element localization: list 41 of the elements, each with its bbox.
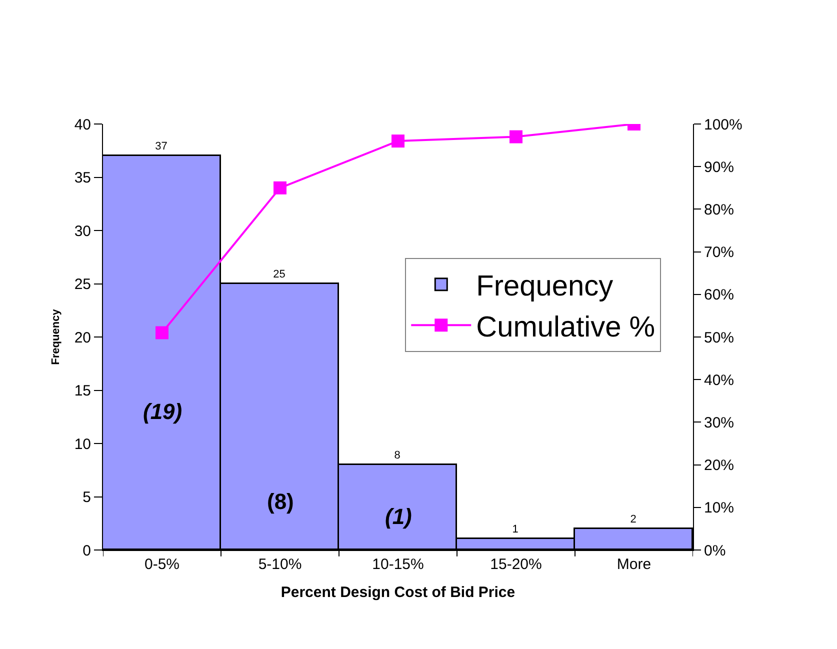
legend-label: Cumulative % — [476, 311, 656, 344]
y2-tick-label: 90% — [704, 158, 734, 176]
annotation: (19) — [143, 399, 182, 424]
y2-tick-label: 30% — [704, 414, 734, 432]
y-tick-label: 35 — [74, 170, 91, 186]
x-tick-label: 10-15% — [372, 556, 424, 573]
y-axis-title: Frequency — [50, 308, 62, 365]
x-tick-label: 0-5% — [144, 556, 180, 573]
y-tick-label: 10 — [74, 436, 91, 453]
legend-label: Frequency — [476, 270, 614, 303]
y-tick-label: 25 — [74, 276, 91, 293]
y2-tick-label: 50% — [704, 329, 734, 346]
point — [156, 326, 168, 340]
x-tick-label: 15-20% — [490, 556, 542, 573]
y2-tick-label: 10% — [704, 500, 734, 517]
y2-tick-label: 60% — [704, 286, 734, 304]
data-label: 25 — [273, 268, 286, 280]
x-tick-label: 5-10% — [258, 556, 302, 573]
y2-tick-label: 100% — [704, 116, 742, 134]
y-tick-label: 0 — [82, 542, 91, 560]
data-label: 8 — [394, 449, 400, 462]
point — [510, 130, 522, 144]
y2-tick-label: 40% — [704, 372, 734, 389]
y-tick-label: 40 — [74, 116, 91, 134]
data-label: 37 — [155, 140, 168, 152]
point — [392, 134, 404, 148]
x-axis-title: Percent Design Cost of Bid Price — [280, 584, 516, 601]
data-label: 1 — [512, 523, 518, 536]
point — [274, 181, 286, 194]
y2-tick-label: 70% — [704, 244, 734, 262]
annotation: (8) — [267, 489, 294, 514]
y2-tick-label: 0% — [704, 542, 726, 560]
y-tick-label: 20 — [74, 329, 91, 346]
y2-tick-label: 20% — [704, 457, 734, 474]
y-tick-label: 15 — [74, 382, 91, 400]
data-label: 2 — [630, 513, 636, 526]
x-tick-label: More — [616, 556, 652, 573]
y-tick-label: 5 — [82, 489, 91, 506]
y2-tick-label: 80% — [704, 201, 734, 218]
y-tick-label: 30 — [74, 222, 91, 240]
annotation: (1) — [385, 504, 412, 529]
